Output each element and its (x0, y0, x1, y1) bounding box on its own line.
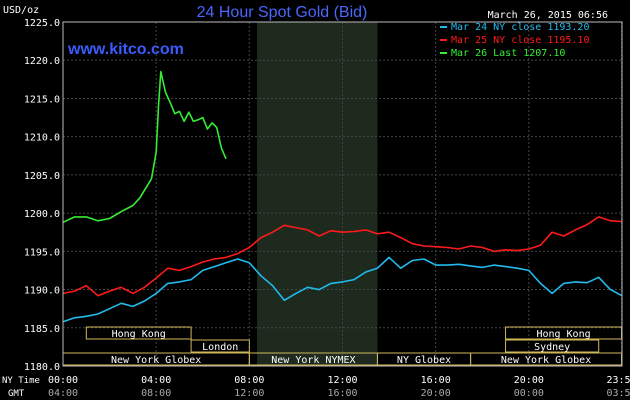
x-tick-label-gmt: 12:00 (234, 388, 264, 399)
y-tick-label: 1185.0 (24, 324, 60, 335)
session-box (85, 326, 192, 340)
session-box (190, 339, 250, 353)
chart-timestamp: March 26, 2015 06:56 (488, 10, 608, 21)
session-label: New York NYMEX (271, 355, 355, 366)
y-tick-label: 1220.0 (24, 56, 60, 67)
chart-axes: 1225.0 1220.0 1215.0 1210.0 1205.0 1200.0 1195… (24, 18, 630, 399)
x-tick-label-ny: 08:00 (234, 375, 264, 386)
series-line (62, 216, 623, 297)
y-axis-unit: USD/oz (3, 5, 39, 16)
session-label: New York Globex (501, 355, 591, 366)
y-tick-label: 1225.0 (24, 18, 60, 29)
y-tick-label: 1215.0 (24, 94, 60, 105)
session-label: Sydney (534, 342, 570, 353)
session-box (505, 339, 600, 353)
x-axis-label-gmt: GMT (8, 389, 25, 399)
x-tick-label-gmt: 20:00 (421, 388, 451, 399)
session-label: London (202, 342, 238, 353)
x-tick-label-gmt: 03:59 (606, 388, 630, 399)
x-tick-label-gmt: 16:00 (327, 388, 357, 399)
x-tick-label-ny: 00:00 (48, 375, 78, 386)
legend-entry: Mar 24 NY close 1193.20 (451, 22, 589, 33)
chart-title: 24 Hour Spot Gold (Bid) (197, 4, 368, 21)
y-tick-label: 1195.0 (24, 247, 60, 258)
nymex-session-shade (257, 22, 378, 366)
y-tick-label: 1190.0 (24, 286, 60, 297)
series-line (62, 256, 623, 323)
session-label: Hong Kong (536, 329, 590, 340)
legend-entry: Mar 25 NY close 1195.10 (451, 35, 589, 46)
x-tick-label-ny: 16:00 (421, 375, 451, 386)
session-label: Hong Kong (112, 329, 166, 340)
legend: Mar 24 NY close 1193.20 Mar 25 NY close 1… (440, 22, 589, 59)
x-tick-label-ny: 23:59 (606, 375, 630, 386)
x-tick-label-gmt: 04:00 (48, 388, 78, 399)
session-label: NY Globex (397, 355, 451, 366)
x-tick-label-gmt: 00:00 (514, 388, 544, 399)
plot-frame (62, 21, 623, 367)
watermark-url: www.kitco.com (67, 41, 184, 58)
x-tick-label-gmt: 08:00 (141, 388, 171, 399)
x-tick-label-ny: 12:00 (327, 375, 357, 386)
x-tick-label-ny: 04:00 (141, 375, 171, 386)
legend-entry: Mar 26 Last 1207.10 (451, 48, 565, 59)
x-tick-label-ny: 20:00 (514, 375, 544, 386)
y-tick-label: 1205.0 (24, 171, 60, 182)
price-series (62, 70, 623, 323)
series-line (62, 70, 227, 224)
session-label: New York Globex (111, 355, 201, 366)
x-axis-label-ny: NY Time (2, 376, 40, 386)
y-tick-label: 1200.0 (24, 209, 60, 220)
y-tick-label: 1210.0 (24, 133, 60, 144)
y-tick-label: 1180.0 (24, 362, 60, 373)
nymex-shade-rect (257, 22, 378, 366)
